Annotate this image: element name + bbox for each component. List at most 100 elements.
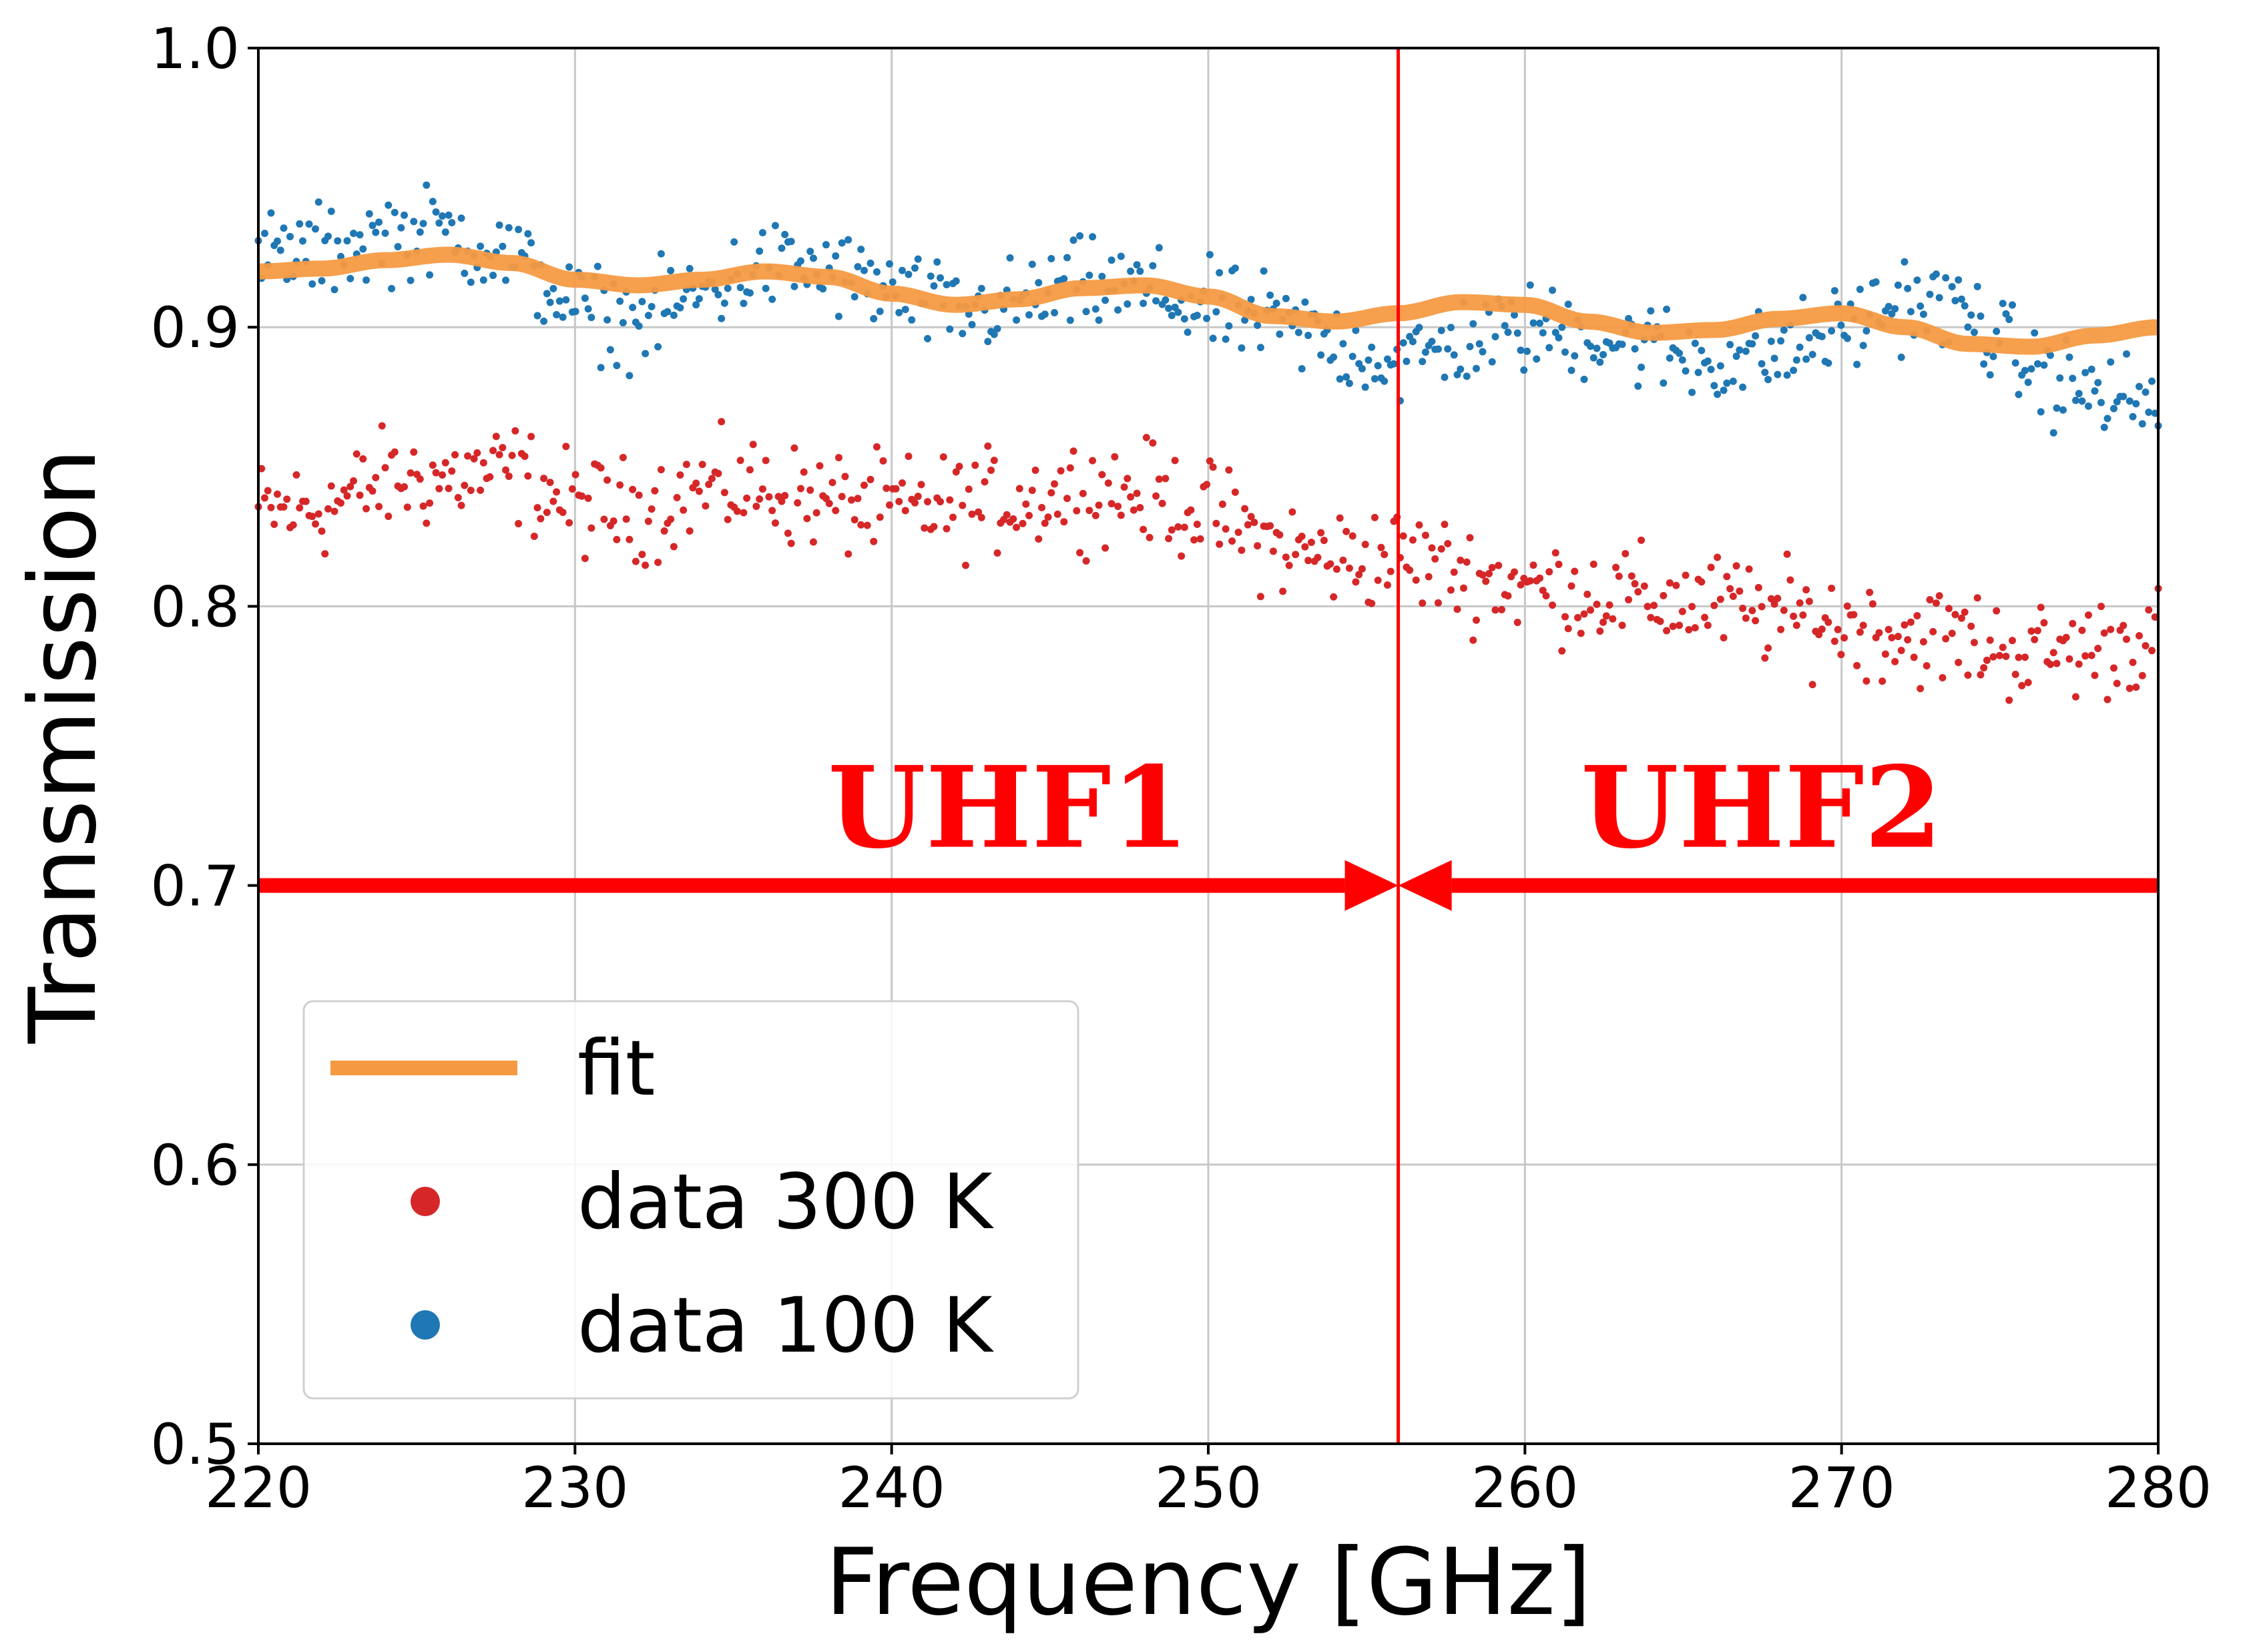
data-point <box>1051 308 1059 316</box>
data-point <box>1726 585 1734 593</box>
data-point <box>1047 489 1055 497</box>
data-point <box>388 284 396 292</box>
data-point <box>1377 543 1385 551</box>
data-point <box>1101 296 1109 304</box>
data-point <box>860 266 868 274</box>
data-point <box>1162 475 1170 483</box>
data-point <box>1488 563 1496 571</box>
data-point <box>1599 618 1607 626</box>
data-point <box>1222 525 1230 533</box>
data-point <box>261 230 269 238</box>
data-point <box>1567 582 1575 590</box>
data-point <box>385 201 393 209</box>
data-point <box>1336 375 1344 383</box>
data-point <box>1390 360 1398 368</box>
data-point <box>362 505 370 513</box>
data-point <box>1053 510 1061 518</box>
data-point <box>2031 635 2039 643</box>
data-point <box>1907 308 1915 316</box>
data-point <box>477 487 485 495</box>
data-point <box>1802 355 1810 363</box>
data-point <box>543 509 551 517</box>
data-point <box>1891 305 1899 313</box>
data-point <box>1342 373 1350 381</box>
data-point <box>809 254 817 262</box>
data-point <box>1879 677 1887 685</box>
data-point <box>1051 480 1059 488</box>
data-point <box>435 485 443 493</box>
data-point <box>1370 375 1379 383</box>
data-point <box>892 485 900 493</box>
data-point <box>1596 627 1604 635</box>
data-point <box>1279 587 1287 595</box>
data-point <box>1520 366 1528 374</box>
data-point <box>885 501 893 509</box>
data-point <box>1919 310 1927 318</box>
data-point <box>660 527 668 535</box>
band-arrow-head <box>1344 860 1399 911</box>
data-point <box>1469 320 1477 328</box>
data-point <box>600 515 608 523</box>
data-point <box>1409 338 1417 346</box>
data-point <box>1374 362 1382 370</box>
data-point <box>885 260 893 268</box>
data-point <box>1926 290 1934 298</box>
data-point <box>1517 346 1525 354</box>
x-tick-label: 250 <box>1155 1455 1262 1521</box>
data-point <box>613 535 621 543</box>
data-point <box>943 525 951 533</box>
data-point <box>984 442 992 450</box>
data-point <box>635 322 643 330</box>
data-point <box>879 457 887 465</box>
data-point <box>952 468 960 476</box>
data-point <box>499 444 507 452</box>
data-point <box>372 228 380 236</box>
data-point <box>1676 349 1684 357</box>
data-point <box>1875 629 1883 637</box>
data-point <box>1079 489 1087 497</box>
data-point <box>1212 308 1220 316</box>
data-point <box>1174 523 1182 531</box>
data-point <box>1729 377 1737 385</box>
data-point <box>1919 637 1927 645</box>
data-point <box>1701 613 1709 621</box>
data-point <box>1561 613 1569 621</box>
data-point <box>1761 368 1769 376</box>
data-point <box>1723 573 1731 581</box>
data-point <box>644 517 652 525</box>
data-point <box>1790 612 1798 620</box>
data-point <box>489 272 497 280</box>
data-point <box>1444 345 1452 353</box>
x-tick-label: 280 <box>2105 1455 2212 1521</box>
data-point <box>318 527 326 535</box>
data-point <box>1545 568 1553 576</box>
data-point <box>327 208 335 216</box>
data-point <box>626 372 634 380</box>
data-point <box>1558 647 1566 655</box>
data-point <box>720 489 728 497</box>
data-point <box>1241 505 1249 513</box>
data-point <box>1678 356 1686 364</box>
data-point <box>1694 368 1702 376</box>
data-point <box>1526 281 1534 289</box>
data-point <box>825 499 833 507</box>
data-point <box>1292 551 1300 559</box>
data-point <box>812 509 820 517</box>
data-point <box>318 277 326 285</box>
data-point <box>937 498 945 506</box>
data-point <box>350 230 358 238</box>
data-point <box>1533 355 1541 363</box>
data-point <box>385 513 393 521</box>
data-point <box>1828 584 1836 592</box>
data-point <box>746 289 754 297</box>
data-point <box>381 464 389 472</box>
data-point <box>1716 362 1724 370</box>
data-point <box>1628 572 1636 580</box>
data-point <box>1187 506 1195 514</box>
data-point <box>467 487 475 495</box>
band-arrow-head <box>1398 860 1452 911</box>
data-point <box>587 314 595 322</box>
data-point <box>1625 596 1633 604</box>
data-point <box>584 305 592 313</box>
data-point <box>368 487 377 495</box>
